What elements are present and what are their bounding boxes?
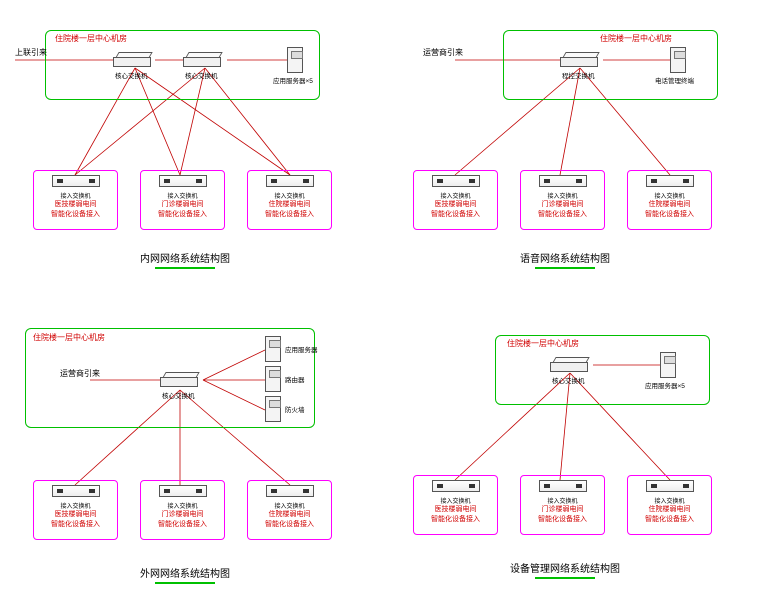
core-switch-a-caption: 核心交换机 — [115, 70, 148, 80]
access-sw-caption: 接入交换机 — [34, 501, 117, 510]
box2-l1: 门诊楼弱电间 — [521, 505, 604, 515]
box2-l2: 智能化设备接入 — [141, 520, 224, 530]
phone-terminal-caption: 电话管理终端 — [655, 75, 694, 85]
box1-l1: 医技楼弱电间 — [34, 200, 117, 210]
access-box-2: 接入交换机 门诊楼弱电间 智能化设备接入 — [520, 475, 605, 535]
access-box-2: 接入交换机 门诊楼弱电间 智能化设备接入 — [140, 170, 225, 230]
access-box-1: 接入交换机 医技楼弱电间 智能化设备接入 — [413, 475, 498, 535]
box3-l1: 住院楼弱电间 — [628, 200, 711, 210]
box3-l1: 住院楼弱电间 — [248, 200, 331, 210]
box1-l2: 智能化设备接入 — [34, 210, 117, 220]
access-sw-caption: 接入交换机 — [248, 501, 331, 510]
app-server-caption: 应用服务器×5 — [273, 75, 313, 85]
panel-title: 内网网络系统结构图 — [105, 250, 265, 269]
panel-intranet: 住院楼一层中心机房 上联引来 核心交换机 核心交换机 应用服务器×5 接入交换机… — [5, 5, 375, 285]
lead-in-label: 上联引来 — [15, 47, 47, 58]
box1-l1: 医技楼弱电间 — [34, 510, 117, 520]
pbx-switch-caption: 程控交换机 — [562, 70, 595, 80]
access-sw-caption: 接入交换机 — [141, 501, 224, 510]
panel-device-mgmt: 住院楼一层中心机房 核心交换机 应用服务器×5 接入交换机 医技楼弱电间 智能化… — [385, 310, 755, 590]
box1-l2: 智能化设备接入 — [34, 520, 117, 530]
core-switch-b-caption: 核心交换机 — [185, 70, 218, 80]
panel-title: 外网网络系统结构图 — [105, 565, 265, 584]
access-box-3: 接入交换机 住院楼弱电间 智能化设备接入 — [247, 170, 332, 230]
core-room-label: 住院楼一层中心机房 — [600, 33, 672, 44]
panel-voice: 住院楼一层中心机房 运营商引来 程控交换机 电话管理终端 接入交换机 医技楼弱电… — [385, 5, 755, 285]
core-switch-caption: 核心交换机 — [552, 375, 585, 385]
access-sw-caption: 接入交换机 — [521, 496, 604, 505]
box2-l1: 门诊楼弱电间 — [141, 200, 224, 210]
core-room-label: 住院楼一层中心机房 — [33, 332, 105, 343]
box1-l1: 医技楼弱电间 — [414, 200, 497, 210]
app-server — [287, 47, 303, 73]
box3-l2: 智能化设备接入 — [628, 210, 711, 220]
box1-l1: 医技楼弱电间 — [414, 505, 497, 515]
access-box-3: 接入交换机 住院楼弱电间 智能化设备接入 — [247, 480, 332, 540]
access-sw-caption: 接入交换机 — [141, 191, 224, 200]
box2-l2: 智能化设备接入 — [141, 210, 224, 220]
app-server — [660, 352, 676, 378]
box2-l1: 门诊楼弱电间 — [521, 200, 604, 210]
core-room-label: 住院楼一层中心机房 — [507, 338, 579, 349]
box2-l2: 智能化设备接入 — [521, 210, 604, 220]
access-box-1: 接入交换机 医技楼弱电间 智能化设备接入 — [33, 170, 118, 230]
access-sw-caption: 接入交换机 — [414, 496, 497, 505]
access-sw-caption: 接入交换机 — [521, 191, 604, 200]
core-switch-b — [183, 52, 225, 68]
box2-l1: 门诊楼弱电间 — [141, 510, 224, 520]
srv2 — [265, 366, 281, 392]
panel-extranet: 住院楼一层中心机房 运营商引来 核心交换机 应用服务器 路由器 防火墙 接入交换… — [5, 310, 375, 590]
access-box-2: 接入交换机 门诊楼弱电间 智能化设备接入 — [520, 170, 605, 230]
panel-title: 设备管理网络系统结构图 — [485, 560, 645, 579]
box3-l1: 住院楼弱电间 — [628, 505, 711, 515]
box1-l2: 智能化设备接入 — [414, 515, 497, 525]
access-sw-caption: 接入交换机 — [34, 191, 117, 200]
app-server-caption: 应用服务器×5 — [645, 380, 685, 390]
srv2-caption: 路由器 — [285, 374, 305, 384]
panel-title: 语音网络系统结构图 — [485, 250, 645, 269]
access-box-1: 接入交换机 医技楼弱电间 智能化设备接入 — [413, 170, 498, 230]
core-switch-caption: 核心交换机 — [162, 390, 195, 400]
pbx-switch — [560, 52, 602, 68]
srv3-caption: 防火墙 — [285, 404, 305, 414]
access-sw-caption: 接入交换机 — [628, 496, 711, 505]
access-box-3: 接入交换机 住院楼弱电间 智能化设备接入 — [627, 170, 712, 230]
box3-l1: 住院楼弱电间 — [248, 510, 331, 520]
srv1 — [265, 336, 281, 362]
core-room-label: 住院楼一层中心机房 — [55, 33, 127, 44]
core-switch — [160, 372, 202, 388]
access-sw-caption: 接入交换机 — [248, 191, 331, 200]
access-box-3: 接入交换机 住院楼弱电间 智能化设备接入 — [627, 475, 712, 535]
box1-l2: 智能化设备接入 — [414, 210, 497, 220]
srv1-caption: 应用服务器 — [285, 344, 318, 354]
access-box-1: 接入交换机 医技楼弱电间 智能化设备接入 — [33, 480, 118, 540]
core-switch-a — [113, 52, 155, 68]
srv3 — [265, 396, 281, 422]
box3-l2: 智能化设备接入 — [248, 210, 331, 220]
access-sw-caption: 接入交换机 — [414, 191, 497, 200]
box3-l2: 智能化设备接入 — [248, 520, 331, 530]
lead-in-label: 运营商引来 — [60, 368, 100, 379]
phone-terminal — [670, 47, 686, 73]
access-sw-caption: 接入交换机 — [628, 191, 711, 200]
lead-in-label: 运营商引来 — [423, 47, 463, 58]
box2-l2: 智能化设备接入 — [521, 515, 604, 525]
box3-l2: 智能化设备接入 — [628, 515, 711, 525]
core-switch — [550, 357, 592, 373]
access-box-2: 接入交换机 门诊楼弱电间 智能化设备接入 — [140, 480, 225, 540]
